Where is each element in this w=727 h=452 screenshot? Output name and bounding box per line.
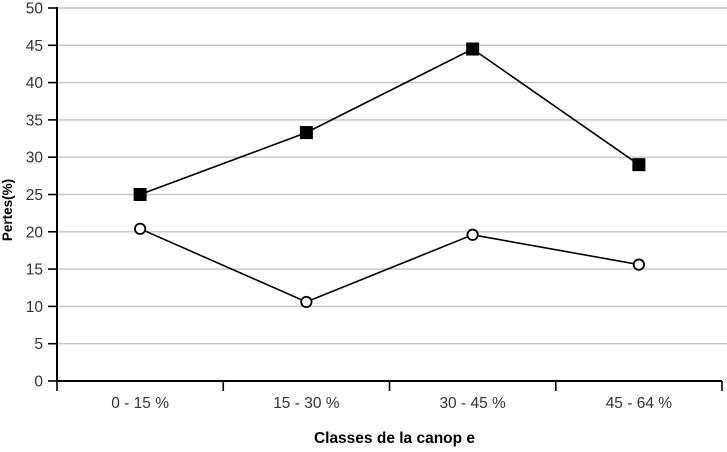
- y-tick-label: 5: [34, 336, 43, 353]
- y-tick-label: 0: [34, 374, 43, 391]
- y-tick-label: 25: [26, 187, 43, 204]
- y-tick-label: 15: [26, 262, 43, 279]
- y-tick-label: 50: [26, 1, 44, 18]
- series-line-filled-squares: [139, 48, 640, 196]
- x-tick-label: 0 - 15 %: [111, 395, 169, 412]
- y-tick-label: 20: [26, 224, 44, 241]
- series-line-open-circles: [139, 228, 640, 303]
- data-point-circle: [466, 228, 479, 241]
- x-tick-label: 45 - 64 %: [606, 395, 673, 412]
- y-tick-label: 45: [26, 38, 43, 55]
- y-axis-label: Pertes(%): [0, 179, 15, 241]
- x-axis-label: Classes de la canop e: [314, 430, 475, 447]
- data-point-circle: [134, 222, 147, 235]
- data-point-square: [133, 188, 147, 201]
- x-tick-label: 30 - 45 %: [439, 395, 506, 412]
- y-tick-label: 35: [26, 112, 43, 129]
- y-tick-label: 30: [26, 150, 44, 167]
- data-point-circle: [632, 258, 645, 271]
- data-point-square: [466, 42, 480, 56]
- data-point-circle: [300, 295, 313, 309]
- x-tick-label: 15 - 30 %: [273, 395, 340, 412]
- data-point-square: [299, 126, 313, 140]
- y-tick-label: 10: [26, 299, 44, 316]
- data-point-square: [632, 158, 646, 172]
- y-tick-label: 40: [26, 75, 44, 92]
